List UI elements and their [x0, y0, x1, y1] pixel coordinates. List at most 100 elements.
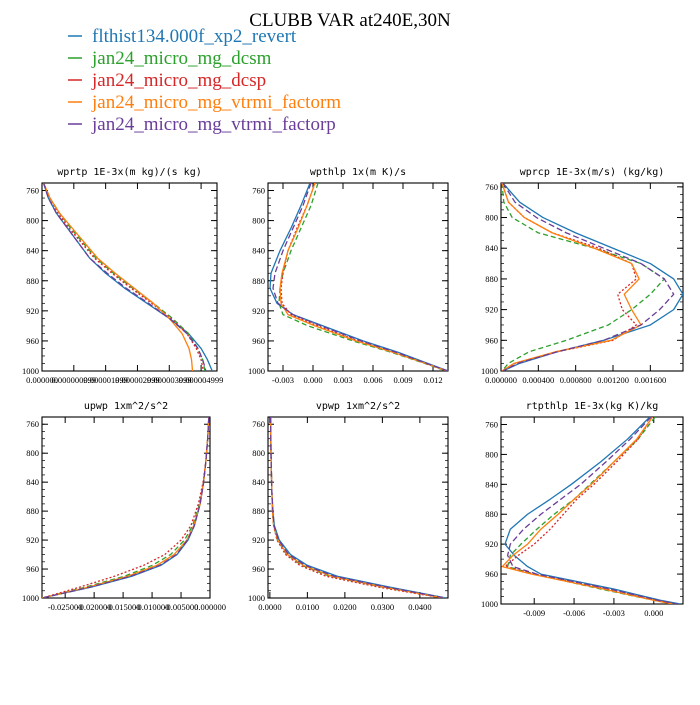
- panel-4: upwp 1xm^2/s^2 760 800 840 880 920 960 1000 -0.0…: [22, 401, 226, 612]
- series-line-2: [501, 183, 665, 371]
- x-tick-label: -0.015000: [106, 602, 141, 612]
- y-tick-label: 1000: [248, 593, 265, 603]
- y-tick-label: 800: [26, 448, 39, 458]
- y-tick-label: 800: [485, 449, 498, 459]
- x-tick-label: -0.009: [523, 608, 545, 618]
- x-tick-label: 0.000004999: [179, 375, 224, 385]
- series-line-5: [506, 417, 678, 604]
- panels: wprtp 1E-3x(m kg)/(s kg) 760 800 840 880 920 9…: [22, 167, 684, 618]
- x-tick-label: 0.000000: [485, 375, 517, 385]
- series-line-5: [42, 183, 207, 371]
- y-tick-label: 920: [485, 305, 498, 315]
- x-tick-label: 0.000002999: [115, 375, 160, 385]
- x-tick-label: -0.005000: [164, 602, 199, 612]
- y-tick-label: 960: [485, 569, 498, 579]
- panel-title: wpthlp 1x(m K)/s: [310, 167, 406, 178]
- y-tick-label: 800: [26, 216, 39, 226]
- series-line-2: [278, 183, 447, 371]
- x-tick-label: 0.001200: [597, 375, 629, 385]
- y-tick-label: 760: [252, 186, 265, 196]
- panel-2: wpthlp 1x(m K)/s 760 800 840 880 920 960 1000 -0…: [248, 167, 449, 385]
- legend: flthist134.000f_xp2_revert jan24_micro_mg…: [68, 26, 341, 135]
- x-tick-label: 0.003: [333, 375, 352, 385]
- series-line-5: [269, 417, 446, 598]
- y-tick-label: 1000: [22, 366, 39, 376]
- plot-frame: [500, 182, 684, 372]
- y-tick-label: 1000: [248, 366, 265, 376]
- y-tick-label: 760: [26, 419, 39, 429]
- y-tick-label: 880: [26, 506, 39, 516]
- x-tick-label: 0.012: [423, 375, 442, 385]
- plot-frame: [267, 416, 449, 599]
- panel-title: wprcp 1E-3x(m/s) (kg/kg): [520, 167, 665, 178]
- x-tick-label: 0.006: [363, 375, 382, 385]
- figure-title: CLUBB VAR at240E,30N: [249, 10, 451, 31]
- y-tick-label: 960: [252, 564, 265, 574]
- plot-frame: [267, 182, 449, 372]
- x-tick-label: 0.0000: [258, 602, 281, 612]
- x-tick-label: 0.0200: [333, 602, 356, 612]
- y-tick-label: 800: [252, 448, 265, 458]
- panel-title: rtpthlp 1E-3x(kg K)/kg: [526, 401, 658, 412]
- x-tick-label: -0.025000: [48, 602, 83, 612]
- x-tick-label: 0.000400: [522, 375, 554, 385]
- panel-5: vpwp 1xm^2/s^2 760 800 840 880 920 960 10000.00…: [248, 401, 449, 612]
- series-line-5: [42, 417, 210, 598]
- x-tick-label: 0.000000: [194, 602, 226, 612]
- y-tick-label: 960: [26, 336, 39, 346]
- y-tick-label: 920: [252, 535, 265, 545]
- y-tick-label: 840: [26, 246, 39, 256]
- plot-frame: [41, 182, 218, 372]
- x-tick-label: 0.000001999: [83, 375, 128, 385]
- y-tick-label: 760: [252, 419, 265, 429]
- x-tick-label: 0.0300: [371, 602, 394, 612]
- x-tick-label: 0.000000: [26, 375, 58, 385]
- plot-frame: [41, 416, 211, 599]
- y-tick-label: 920: [485, 539, 498, 549]
- x-tick-label: 0.0100: [296, 602, 319, 612]
- series-line-4: [501, 417, 673, 604]
- y-tick-label: 840: [252, 477, 265, 487]
- x-tick-label: -0.003: [272, 375, 294, 385]
- y-tick-label: 880: [26, 276, 39, 286]
- x-tick-label: 0.000: [644, 608, 663, 618]
- legend-label: flthist134.000f_xp2_revert: [92, 26, 297, 47]
- series-line-1: [504, 417, 681, 604]
- panel-3: wprcp 1E-3x(m/s) (kg/kg) 760 800 840 880 920 9…: [481, 167, 684, 385]
- series-line-4: [42, 183, 194, 371]
- x-tick-label: 0.001600: [634, 375, 666, 385]
- y-tick-label: 1000: [481, 366, 498, 376]
- panel-title: vpwp 1xm^2/s^2: [316, 401, 400, 412]
- y-tick-label: 760: [485, 182, 498, 192]
- series-line-3: [42, 183, 204, 371]
- x-tick-label: 0.0400: [408, 602, 431, 612]
- x-tick-label: -0.006: [563, 608, 585, 618]
- panel-1: wprtp 1E-3x(m kg)/(s kg) 760 800 840 880 920 9…: [22, 167, 223, 385]
- y-tick-label: 800: [485, 213, 498, 223]
- x-tick-label: 0.000003999: [147, 375, 192, 385]
- x-tick-label: -0.003: [603, 608, 625, 618]
- y-tick-label: 960: [26, 564, 39, 574]
- x-tick-label: -0.010000: [135, 602, 170, 612]
- x-tick-label: 0.000800: [560, 375, 592, 385]
- y-tick-label: 880: [252, 276, 265, 286]
- y-tick-label: 920: [252, 306, 265, 316]
- y-tick-label: 880: [252, 506, 265, 516]
- panel-title: upwp 1xm^2/s^2: [84, 401, 168, 412]
- y-tick-label: 840: [485, 479, 498, 489]
- y-tick-label: 920: [26, 535, 39, 545]
- x-tick-label: -0.020000: [77, 602, 112, 612]
- x-tick-label: 0.000: [303, 375, 322, 385]
- x-tick-label: 0.009: [393, 375, 412, 385]
- y-tick-label: 920: [26, 306, 39, 316]
- y-tick-label: 800: [252, 216, 265, 226]
- y-tick-label: 960: [252, 336, 265, 346]
- legend-label: jan24_micro_mg_vtrmi_factorm: [91, 92, 341, 113]
- y-tick-label: 880: [485, 509, 498, 519]
- plot-frame: [500, 416, 684, 605]
- series-line-5: [272, 183, 448, 371]
- y-tick-label: 1000: [22, 593, 39, 603]
- series-line-1: [269, 183, 448, 371]
